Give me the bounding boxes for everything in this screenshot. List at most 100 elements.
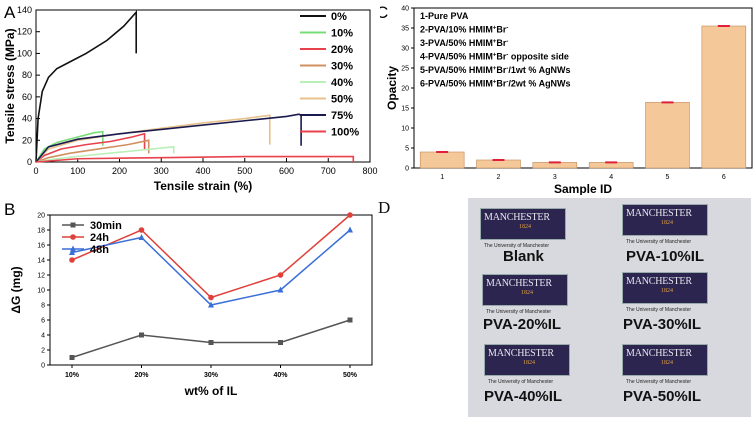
series-line-30min (71, 319, 351, 359)
manchester-logo: MANCHESTER 1824 The University of Manchest… (622, 344, 708, 385)
y-tick-label: 5 (405, 146, 409, 153)
panel-c-letter: C (380, 3, 388, 22)
series-line-0% (35, 10, 137, 163)
y-tick-label: 35 (401, 26, 409, 33)
data-point (347, 317, 353, 323)
university-name: The University of Manchester (488, 379, 554, 385)
x-tick-label: 50% (343, 372, 358, 379)
data-point (208, 340, 214, 345)
x-tick-label: 6 (722, 174, 726, 181)
x-tick-label: 700 (321, 166, 336, 176)
x-tick-label: 3 (553, 174, 557, 181)
logo-year: 1824 (661, 288, 673, 294)
manchester-logo: MANCHESTER 1824 The University of Manchest… (480, 208, 566, 249)
x-tick-label: 2 (497, 174, 501, 181)
data-point (69, 249, 75, 255)
x-axis-label: Tensile strain (%) (154, 179, 252, 193)
manchester-logo: MANCHESTER 1824 The University of Manchest… (484, 344, 570, 385)
panel-d-letter: D (378, 198, 391, 217)
legend-label: 50% (331, 94, 353, 106)
university-name: The University of Manchester (626, 239, 692, 245)
legend-label: 40% (331, 77, 353, 89)
x-tick-label: 30% (204, 372, 219, 379)
data-point (277, 286, 284, 293)
x-tick-label: 800 (362, 166, 377, 176)
logo-text: MANCHESTER (486, 278, 552, 289)
manchester-logo: MANCHESTER 1824 The University of Manchest… (622, 272, 708, 313)
bar-5 (645, 102, 690, 169)
y-tick-label: 100 (17, 48, 32, 58)
y-tick-label: 120 (17, 27, 32, 37)
x-tick-label: 4 (609, 174, 613, 181)
sample-label: Blank (503, 248, 544, 265)
sample-label: PVA-50%IL (623, 388, 702, 405)
data-point (139, 332, 144, 338)
x-tick-label: 100 (70, 166, 85, 176)
manchester-logo: MANCHESTER 1824 The University of Manchest… (482, 274, 568, 315)
y-tick-label: 15 (401, 106, 409, 113)
data-point (347, 226, 353, 233)
legend-label: 30% (331, 61, 353, 73)
sample-label: PVA-10%IL (626, 248, 705, 265)
logo-text: MANCHESTER (488, 348, 554, 359)
logo-text: MANCHESTER (626, 208, 692, 219)
university-name: The University of Manchester (626, 379, 692, 385)
annotation-6: 6-PVA/50% HMIM+Br-/2wt % AgNWs (420, 79, 571, 89)
panel-b-letter: B (4, 200, 15, 219)
y-tick-label: 25 (401, 66, 409, 73)
legend-marker (70, 222, 76, 228)
data-point (138, 227, 145, 233)
sample-label: PVA-30%IL (623, 316, 702, 333)
logo-year: 1824 (661, 360, 673, 366)
y-tick-label: 40 (401, 6, 409, 13)
series-line-10% (35, 130, 104, 163)
panel-a-chart: A 0 100 200 300 400 500 600 700 800 0 20 40 60 80 100 12… (3, 3, 378, 193)
data-point (347, 212, 353, 218)
y-tick-label: 8 (41, 303, 45, 310)
x-axis-label: Sample ID (554, 182, 612, 195)
legend-marker (70, 234, 76, 240)
bar-6 (701, 25, 747, 169)
panel-b-chart: B 0 2 4 6 8 10 12 14 16 18 20 10% 20% 30% 40% 50% wt% of … (4, 200, 373, 398)
y-tick-label: 6 (41, 318, 45, 325)
series-line-40% (35, 145, 175, 163)
annotation-5: 5-PVA/50% HMIM+Br-/1wt % AgNWs (420, 65, 571, 75)
series-line-20% (35, 132, 146, 163)
y-tick-label: 2 (41, 348, 45, 355)
logo-year: 1824 (519, 224, 531, 230)
y-tick-label: 0 (405, 166, 409, 173)
y-tick-label: 20 (37, 213, 45, 220)
x-tick-label: 400 (195, 166, 210, 176)
data-point (208, 301, 214, 308)
series-line-50% (35, 114, 271, 163)
y-tick-label: 60 (22, 92, 32, 102)
data-point (208, 294, 214, 301)
sample-label: PVA-20%IL (483, 316, 562, 333)
series-line-75% (35, 113, 302, 163)
series-line-100% (35, 155, 355, 163)
logo-text: MANCHESTER (626, 276, 692, 287)
sample-label: PVA-40%IL (484, 388, 563, 405)
x-tick-label: 10% (65, 372, 80, 379)
y-tick-label: 10 (37, 288, 45, 295)
y-tick-label: 14 (37, 258, 45, 265)
annotation-4: 4-PVA/50% HMIM+Br- opposite side (420, 52, 569, 62)
series-line-30% (35, 139, 150, 163)
annotation-2: 2-PVA/10% HMIM+Br- (420, 25, 508, 35)
x-tick-label: 600 (279, 166, 294, 176)
legend-label: 20% (331, 44, 353, 56)
y-axis-label: ΔG (mg) (9, 266, 23, 313)
university-name: The University of Manchester (486, 309, 552, 315)
y-tick-label: 30 (401, 46, 409, 53)
y-tick-label: 16 (37, 243, 45, 250)
annotation-3: 3-PVA/50% HMIM+Br- (420, 38, 508, 48)
university-name: The University of Manchester (484, 243, 550, 249)
y-tick-label: 20 (22, 135, 32, 145)
panel-c-chart: C 0 5 10 15 20 25 30 35 40 1 2 3 4 5 6 Sample ID Opacity 1… (380, 3, 753, 195)
data-point (69, 257, 75, 263)
legend-label: 30min (90, 220, 122, 232)
legend-label: 100% (331, 127, 359, 139)
bar-1 (419, 151, 465, 169)
logo-text: MANCHESTER (626, 348, 692, 359)
y-tick-label: 4 (41, 333, 45, 340)
